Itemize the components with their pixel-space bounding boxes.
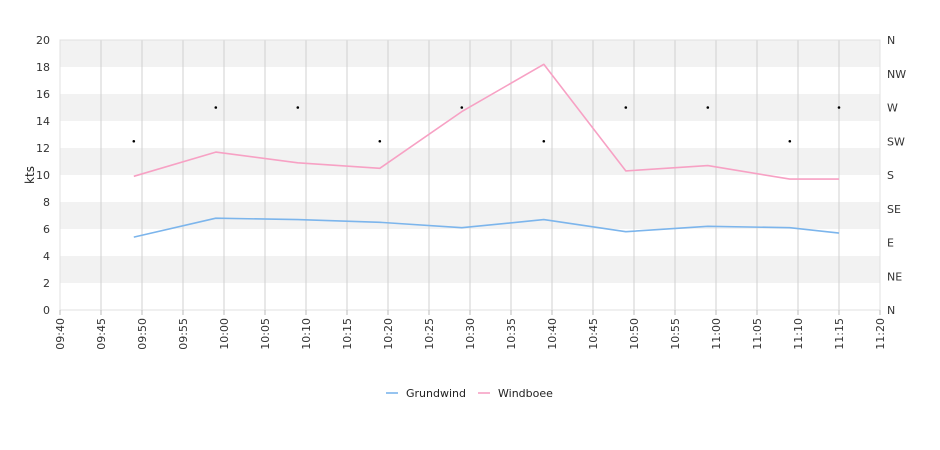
x-tick-label: 10:05 (259, 318, 272, 350)
direction-markers (132, 106, 841, 143)
x-tick-label: 10:50 (628, 318, 641, 350)
direction-tick-label: NW (887, 68, 906, 81)
x-tick-label: 11:20 (874, 318, 887, 350)
y-tick-label: 2 (43, 277, 50, 290)
y-tick-label: 20 (36, 34, 50, 47)
direction-tick-label: N (887, 34, 895, 47)
x-tick-label: 10:00 (218, 318, 231, 350)
x-tick-label: 11:10 (792, 318, 805, 350)
x-tick-label: 10:55 (669, 318, 682, 350)
y-tick-label: 18 (36, 61, 50, 74)
x-tick-label: 10:30 (464, 318, 477, 350)
x-tick-label: 09:40 (54, 318, 67, 350)
x-tick-label: 11:05 (751, 318, 764, 350)
legend: Grundwind Windboee (386, 387, 553, 400)
x-tick-label: 10:35 (505, 318, 518, 350)
x-tick-label: 11:15 (833, 318, 846, 350)
direction-point (132, 139, 136, 143)
y-axis-ticks: 0 2 4 6 8 10 12 14 16 18 20 (36, 34, 50, 317)
y-tick-label: 14 (36, 115, 50, 128)
direction-tick-label: W (887, 102, 898, 115)
x-tick-label: 09:45 (95, 318, 108, 350)
vertical-gridlines (59, 40, 881, 310)
legend-label: Windboee (498, 387, 553, 400)
y-tick-label: 8 (43, 196, 50, 209)
direction-point (542, 139, 546, 143)
y-tick-label: 0 (43, 304, 50, 317)
series-lines (133, 63, 840, 238)
direction-tick-label: SW (887, 135, 905, 148)
direction-tick-label: NE (887, 270, 902, 283)
series-line (133, 217, 840, 238)
direction-axis-ticks: N NE E SE S SW W NW N (887, 34, 906, 317)
direction-point (706, 106, 710, 109)
direction-point (296, 106, 300, 109)
series-line (133, 63, 839, 180)
x-tick-label: 09:55 (177, 318, 190, 350)
legend-label: Grundwind (406, 387, 466, 400)
direction-point (460, 106, 464, 109)
x-axis-ticks: 09:40 09:45 09:50 09:55 10:00 10:05 10:10 10:15… (54, 310, 887, 350)
direction-point (788, 139, 792, 143)
y-tick-label: 4 (43, 250, 50, 263)
direction-tick-label: S (887, 169, 894, 182)
direction-point (378, 139, 382, 143)
x-tick-label: 11:00 (710, 318, 723, 350)
direction-tick-label: N (887, 304, 895, 317)
y-tick-label: 16 (36, 88, 50, 101)
x-tick-label: 10:15 (341, 318, 354, 350)
direction-tick-label: SE (887, 203, 901, 216)
x-tick-label: 10:10 (300, 318, 313, 350)
direction-point (624, 106, 628, 109)
x-tick-label: 09:50 (136, 318, 149, 350)
y-tick-label: 10 (36, 169, 50, 182)
x-tick-label: 10:25 (423, 318, 436, 350)
x-tick-label: 10:20 (382, 318, 395, 350)
direction-point (214, 106, 218, 109)
y-axis-title: kts (23, 166, 37, 184)
x-tick-label: 10:40 (546, 318, 559, 350)
y-tick-label: 12 (36, 142, 50, 155)
x-tick-label: 10:45 (587, 318, 600, 350)
y-tick-label: 6 (43, 223, 50, 236)
direction-point (837, 106, 841, 109)
direction-tick-label: E (887, 237, 894, 250)
